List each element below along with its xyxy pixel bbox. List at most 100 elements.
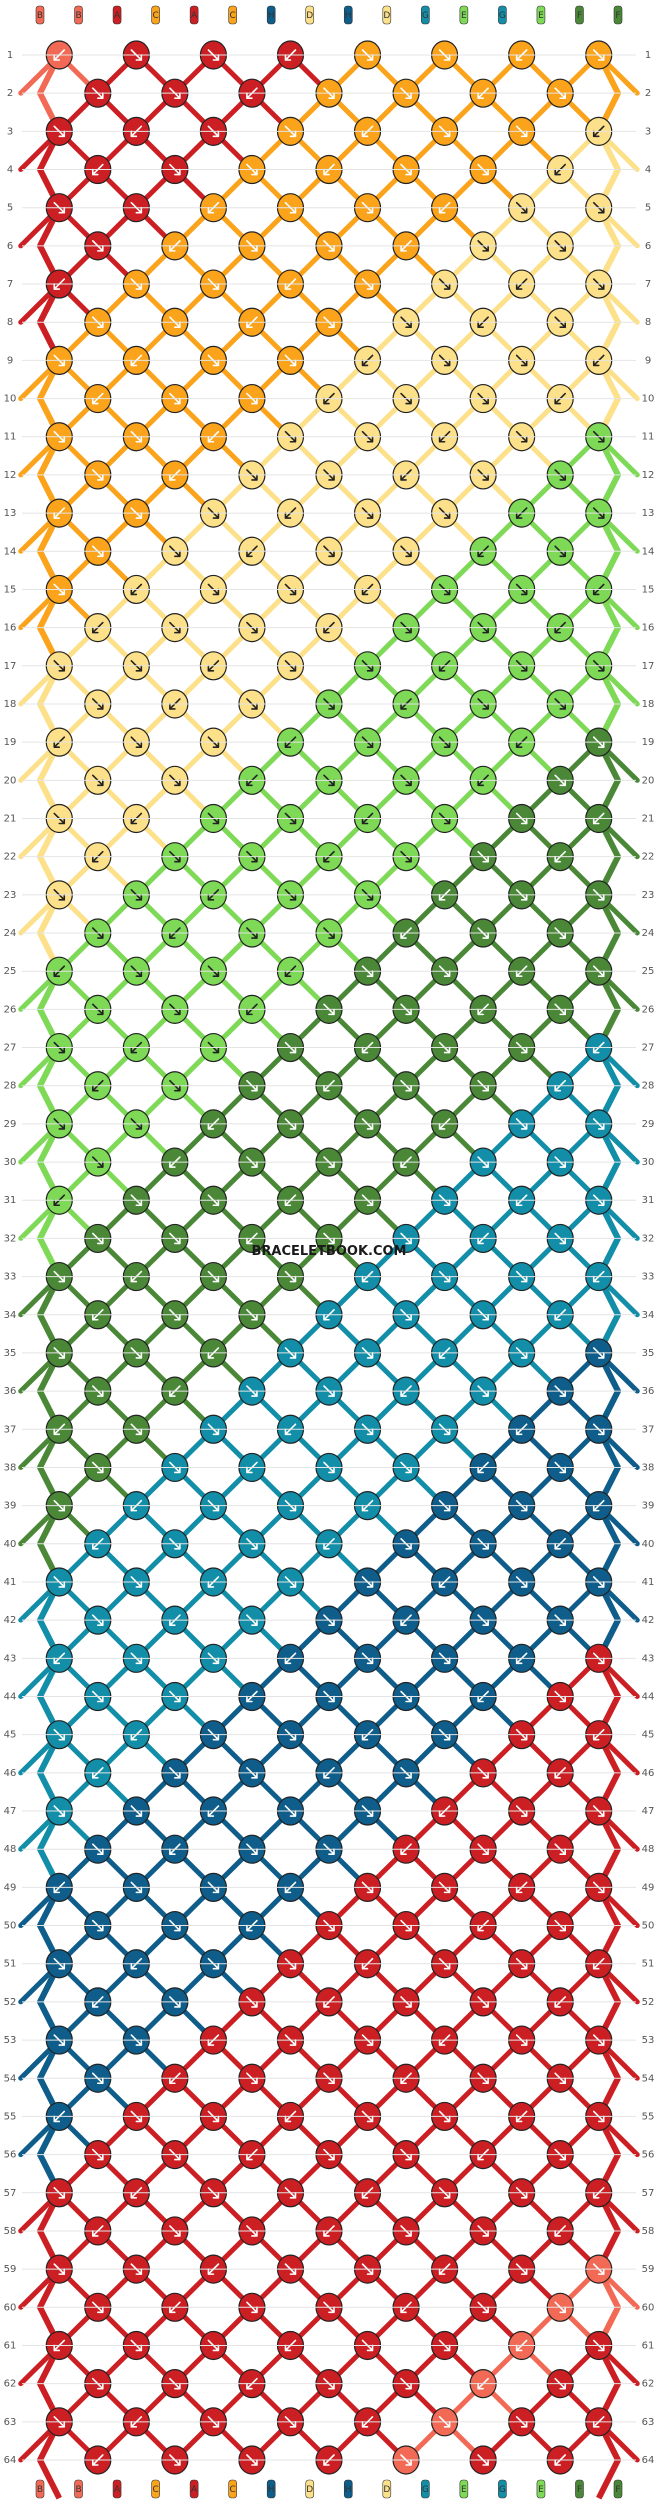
row-number: 14 xyxy=(642,546,655,557)
row-number: 34 xyxy=(4,1310,17,1321)
row-number: 22 xyxy=(642,852,655,863)
string-letter: C xyxy=(230,2485,236,2495)
row-number: 40 xyxy=(4,1539,17,1550)
string-letter: C xyxy=(152,2485,158,2495)
row-number: 19 xyxy=(642,737,655,748)
string-letter: B xyxy=(75,2485,81,2495)
string-letter: C xyxy=(152,11,158,21)
row-number: 59 xyxy=(642,2264,655,2275)
row-number: 18 xyxy=(4,699,17,710)
row-number: 7 xyxy=(7,279,13,290)
row-number: 52 xyxy=(642,1997,655,2008)
row-number: 48 xyxy=(642,1844,655,1855)
row-number: 10 xyxy=(642,394,655,405)
row-number: 6 xyxy=(645,241,651,252)
string-letter: F xyxy=(615,2485,620,2495)
row-number: 63 xyxy=(642,2417,655,2428)
string-color-swatch xyxy=(266,2479,276,2499)
string-letter: H xyxy=(345,11,352,21)
string-letter: H xyxy=(268,2485,275,2495)
string-color-swatch xyxy=(536,2479,546,2499)
row-number: 61 xyxy=(642,2340,655,2351)
row-number: 15 xyxy=(642,584,655,595)
row-number: 60 xyxy=(642,2302,655,2313)
row-number: 2 xyxy=(645,88,651,99)
row-number: 22 xyxy=(4,852,17,863)
row-number: 48 xyxy=(4,1844,17,1855)
row-number: 59 xyxy=(4,2264,17,2275)
string-letter: B xyxy=(37,2485,43,2495)
row-number: 30 xyxy=(4,1157,17,1168)
row-number: 45 xyxy=(642,1730,655,1741)
string-letter: D xyxy=(383,2485,390,2495)
row-number: 35 xyxy=(642,1348,655,1359)
row-number: 62 xyxy=(4,2379,17,2390)
string-letter: E xyxy=(461,2485,467,2495)
row-number: 46 xyxy=(4,1768,17,1779)
string-color-swatch xyxy=(151,5,160,25)
row-number: 56 xyxy=(4,2150,17,2161)
row-number: 53 xyxy=(642,2035,655,2046)
row-number: 38 xyxy=(4,1462,17,1473)
row-number: 54 xyxy=(642,2073,655,2084)
string-color-swatch xyxy=(343,5,353,25)
row-number: 6 xyxy=(7,241,13,252)
string-color-swatch xyxy=(382,2479,392,2499)
row-number: 10 xyxy=(4,394,17,405)
row-number: 50 xyxy=(4,1921,17,1932)
string-letter: G xyxy=(499,11,506,21)
string-color-swatch xyxy=(575,5,584,25)
row-number: 20 xyxy=(4,775,17,786)
string-color-swatch xyxy=(112,5,122,25)
row-number: 49 xyxy=(4,1882,17,1893)
string-color-swatch xyxy=(421,2479,430,2499)
row-number: 27 xyxy=(4,1043,17,1054)
row-number: 35 xyxy=(4,1348,17,1359)
string-color-swatch xyxy=(498,2479,507,2499)
row-number: 21 xyxy=(4,813,17,824)
row-number: 9 xyxy=(7,355,13,366)
row-number: 1 xyxy=(645,50,651,61)
row-number: 37 xyxy=(4,1424,17,1435)
row-number: 24 xyxy=(642,928,655,939)
row-number: 16 xyxy=(4,623,17,634)
watermark-text: BRACELETBOOK.COM xyxy=(252,1244,407,1259)
row-number: 58 xyxy=(642,2226,655,2237)
string-color-swatch xyxy=(112,2479,122,2499)
row-number: 29 xyxy=(4,1119,17,1130)
row-number: 14 xyxy=(4,546,17,557)
row-number: 8 xyxy=(7,317,13,328)
row-number: 60 xyxy=(4,2302,17,2313)
row-number: 45 xyxy=(4,1730,17,1741)
string-color-swatch xyxy=(575,2479,584,2499)
row-number: 20 xyxy=(642,775,655,786)
row-number: 4 xyxy=(7,165,13,176)
string-color-swatch xyxy=(343,2479,353,2499)
string-letter: A xyxy=(191,2485,198,2495)
string-color-swatch xyxy=(35,5,45,25)
row-number: 64 xyxy=(4,2455,17,2466)
row-number: 12 xyxy=(642,470,655,481)
row-number: 46 xyxy=(642,1768,655,1779)
string-letter: F xyxy=(577,11,582,21)
row-number: 51 xyxy=(4,1959,17,1970)
row-number: 32 xyxy=(642,1233,655,1244)
row-number: 33 xyxy=(4,1272,17,1283)
row-number: 31 xyxy=(4,1195,17,1206)
row-number: 18 xyxy=(642,699,655,710)
string-letter: A xyxy=(114,11,121,21)
row-number: 40 xyxy=(642,1539,655,1550)
string-color-swatch xyxy=(421,5,430,25)
row-number: 39 xyxy=(642,1501,655,1512)
row-number: 21 xyxy=(642,813,655,824)
row-number: 12 xyxy=(4,470,17,481)
string-letter: F xyxy=(577,2485,582,2495)
string-letter: B xyxy=(37,11,43,21)
row-number: 2 xyxy=(7,88,13,99)
row-number: 39 xyxy=(4,1501,17,1512)
row-number: 62 xyxy=(642,2379,655,2390)
string-letter: D xyxy=(306,2485,313,2495)
row-number: 49 xyxy=(642,1882,655,1893)
row-number: 36 xyxy=(642,1386,655,1397)
